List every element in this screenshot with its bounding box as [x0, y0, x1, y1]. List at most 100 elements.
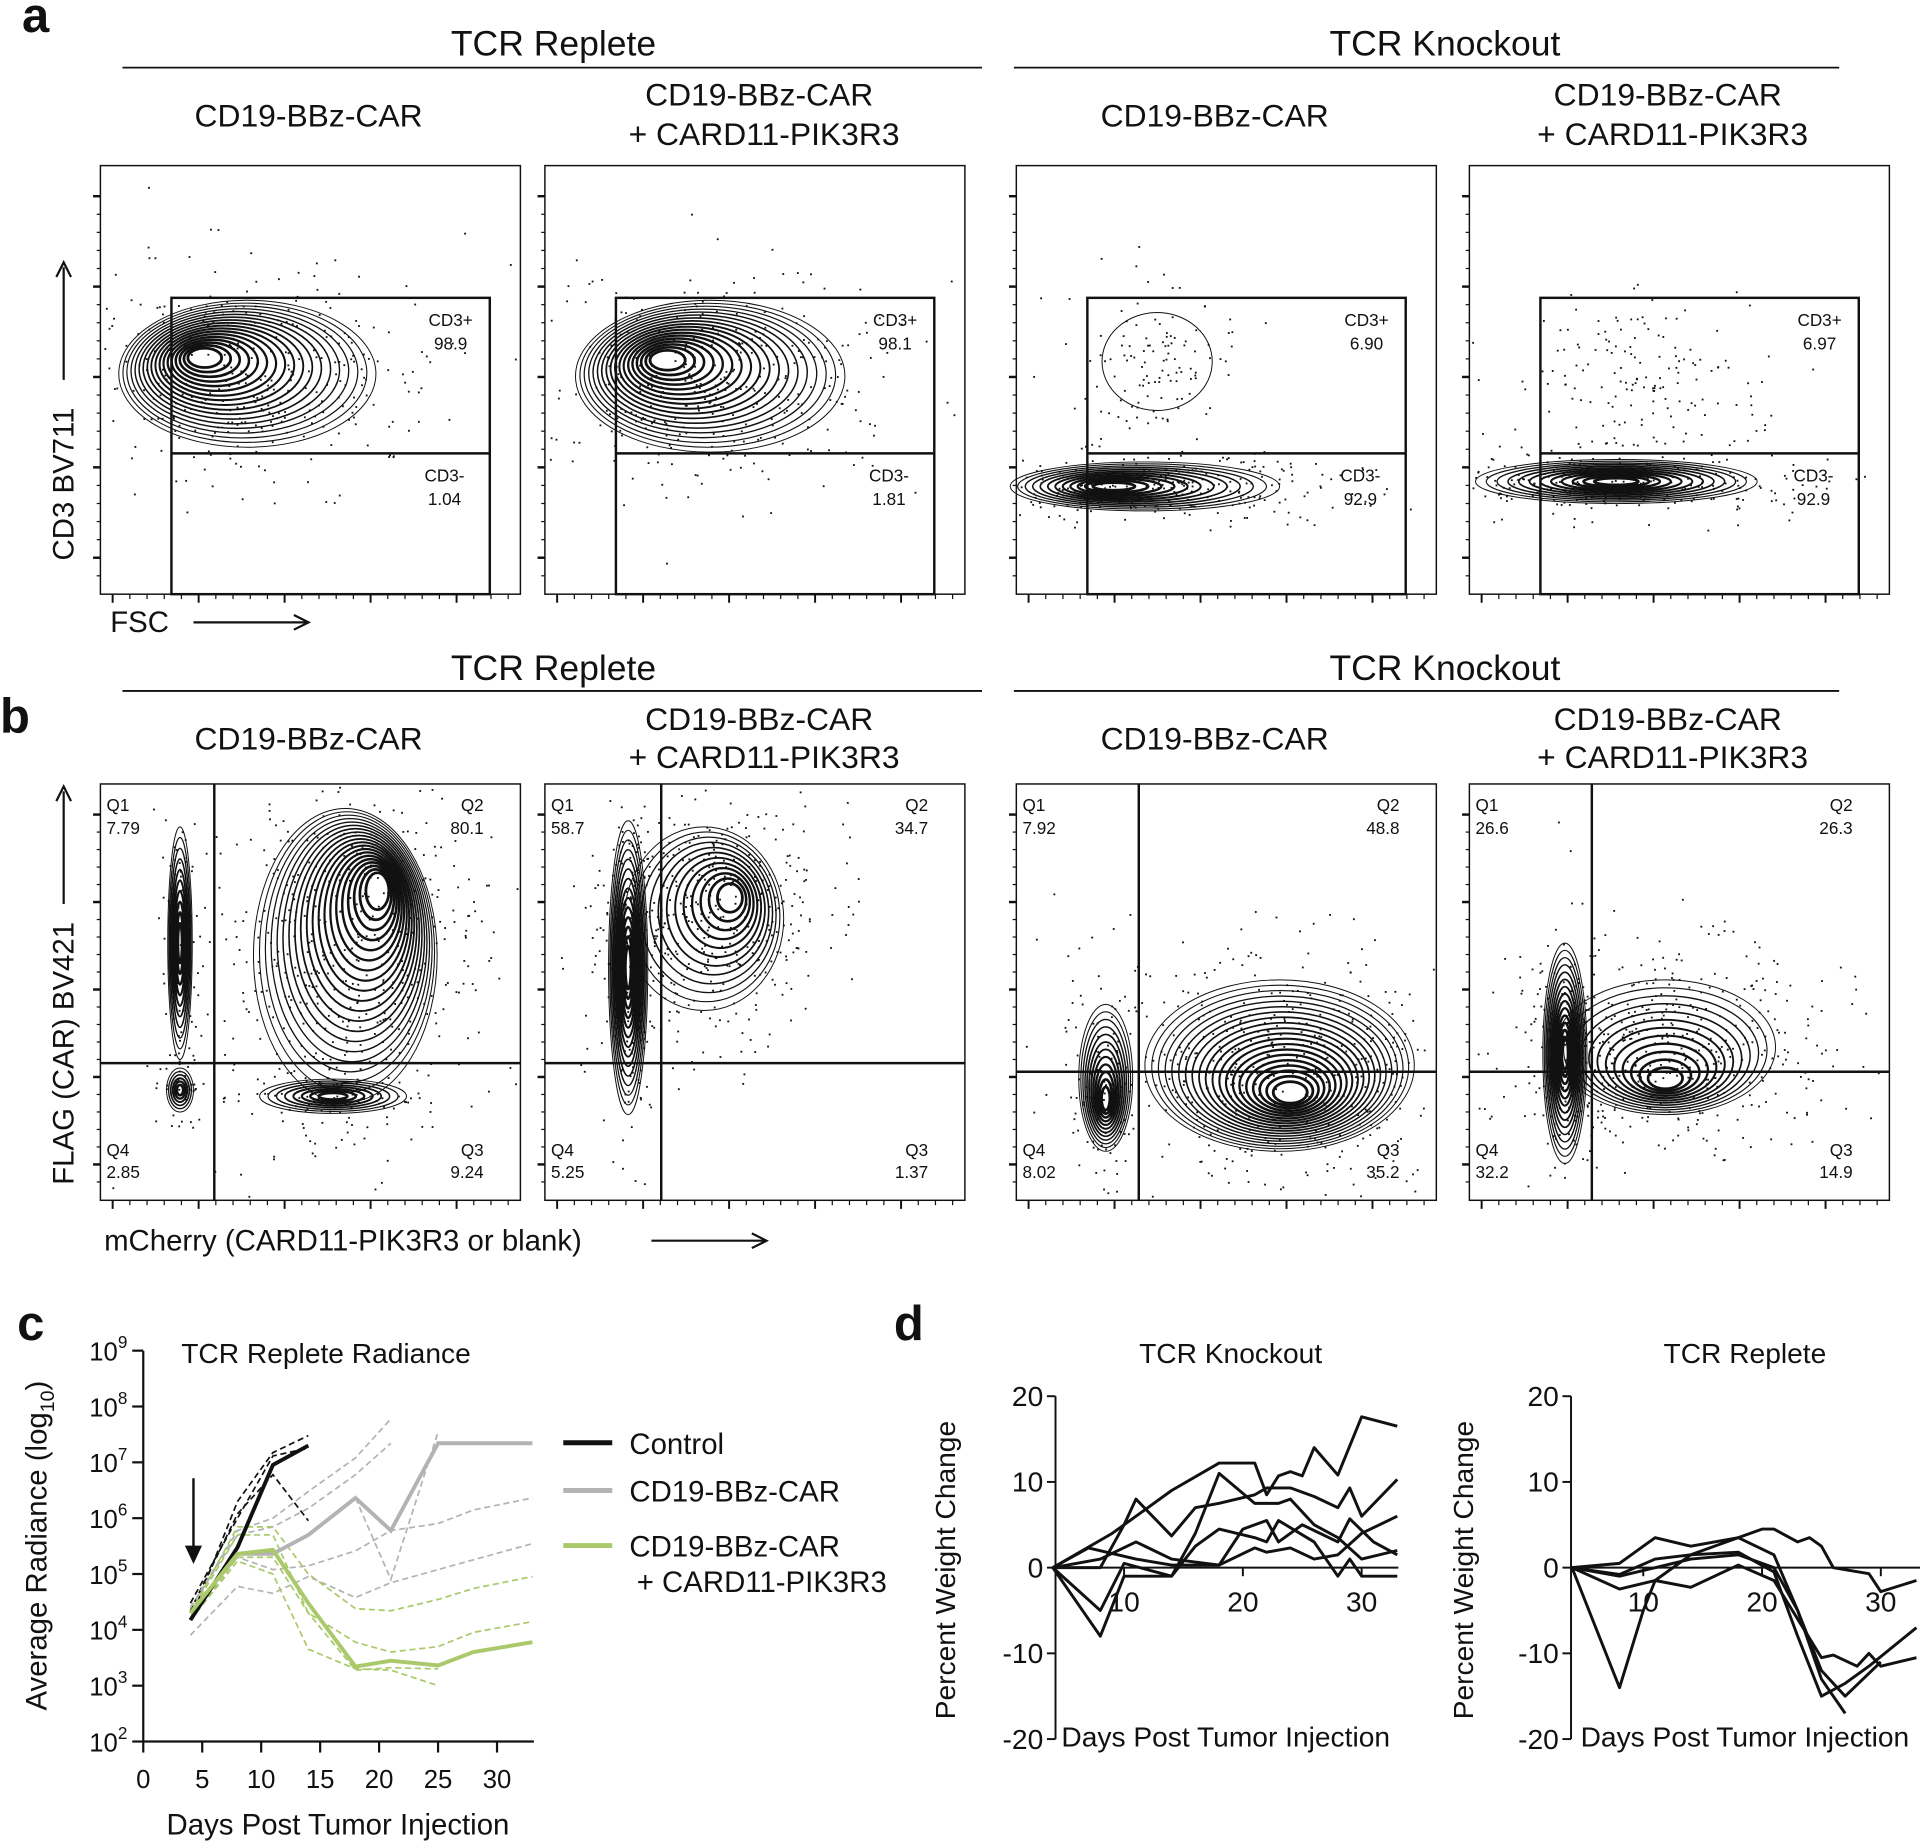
event-dot [317, 1097, 320, 1100]
event-dot [435, 1022, 438, 1025]
event-dot [692, 337, 695, 339]
event-dot [1384, 991, 1387, 993]
event-dot [612, 1161, 615, 1163]
contour-line [1031, 466, 1241, 507]
event-dot [1614, 345, 1617, 348]
event-dot [1520, 446, 1523, 449]
contour-line [1098, 1078, 1114, 1116]
event-dot [1173, 358, 1176, 361]
event-dot [246, 374, 249, 377]
event-dot [1232, 1026, 1235, 1029]
event-dot [437, 889, 440, 891]
event-dot [623, 504, 625, 507]
event-dot [1722, 1159, 1725, 1162]
event-dot [1279, 1188, 1282, 1191]
contour-line [1076, 477, 1163, 496]
event-dot [1625, 388, 1628, 391]
event-dot [1492, 991, 1495, 994]
event-dot [1124, 995, 1126, 998]
event-dot [712, 844, 715, 847]
event-dot [1182, 1080, 1185, 1083]
event-dot [699, 382, 702, 385]
y-axis-label-text: Average Radiance (log [21, 1412, 54, 1710]
event-dot [1147, 382, 1150, 384]
event-dot [1603, 1088, 1605, 1090]
event-dot [704, 789, 707, 792]
event-dot [321, 1121, 324, 1124]
event-dot [688, 841, 691, 844]
event-dot [1313, 524, 1316, 527]
event-dot [589, 905, 592, 908]
event-dot [640, 884, 643, 887]
contour-line [182, 343, 233, 374]
event-dot [550, 437, 553, 440]
event-dot [327, 972, 329, 975]
event-dot [722, 915, 725, 918]
event-dot [363, 376, 366, 379]
event-dot [1549, 1035, 1552, 1038]
event-dot [1706, 1087, 1709, 1090]
event-dot [1715, 472, 1717, 475]
event-dot [1551, 1042, 1554, 1044]
event-dot [259, 1037, 262, 1040]
event-dot [1620, 367, 1622, 369]
event-dot [1652, 412, 1655, 415]
event-dot [1716, 1085, 1719, 1088]
contour-line [1545, 956, 1585, 1150]
event-dot [1668, 367, 1670, 370]
contour-line [294, 831, 421, 1033]
event-dot [408, 1032, 410, 1035]
event-dot [770, 418, 773, 420]
event-dot [1058, 514, 1061, 517]
event-dot [358, 994, 360, 997]
event-dot [1672, 1139, 1674, 1142]
contour-line [632, 831, 781, 1003]
event-dot [1161, 417, 1164, 420]
event-dot [1493, 521, 1496, 524]
event-dot [1707, 529, 1710, 532]
event-dot [391, 987, 394, 989]
event-dot [673, 823, 676, 826]
column-label-line2: + CARD11-PIK3R3 [1537, 116, 1808, 152]
event-dot [1624, 1069, 1627, 1072]
event-dot [1107, 1192, 1110, 1195]
event-dot [1212, 1033, 1215, 1035]
event-dot [189, 1121, 192, 1124]
event-dot [303, 971, 306, 974]
event-dot [725, 370, 728, 373]
event-dot [1715, 1050, 1718, 1053]
event-dot [1085, 445, 1087, 448]
quadrant-name-q1: Q1 [1476, 795, 1499, 815]
event-dot [1633, 337, 1636, 339]
event-dot [444, 469, 447, 472]
event-dot [1559, 329, 1562, 332]
event-dot [1338, 999, 1341, 1002]
event-dot [1183, 465, 1186, 468]
event-dot [1299, 1003, 1302, 1006]
event-dot [765, 813, 768, 816]
event-dot [1743, 988, 1746, 991]
event-dot [318, 972, 320, 974]
column-label: CD19-BBz-CAR [1554, 77, 1782, 113]
contour-line [1562, 987, 1768, 1113]
event-dot [1630, 404, 1632, 407]
event-dot [666, 948, 669, 950]
event-dot [1760, 1076, 1763, 1079]
event-dot [846, 801, 849, 804]
event-dot [357, 983, 360, 986]
event-dot [1714, 1147, 1717, 1150]
series-line-mouse-5 [1571, 1553, 1882, 1698]
event-dot [779, 884, 782, 887]
event-dot [1278, 501, 1281, 504]
event-dot [1702, 1137, 1705, 1140]
event-dot [286, 884, 288, 887]
event-dot [886, 351, 889, 354]
contour-line [1528, 467, 1705, 497]
event-dot [218, 886, 221, 889]
event-dot [1319, 1013, 1322, 1016]
event-dot [1645, 1009, 1648, 1011]
event-dot [1672, 1004, 1674, 1006]
event-dot [771, 424, 774, 427]
event-dot [382, 979, 385, 981]
